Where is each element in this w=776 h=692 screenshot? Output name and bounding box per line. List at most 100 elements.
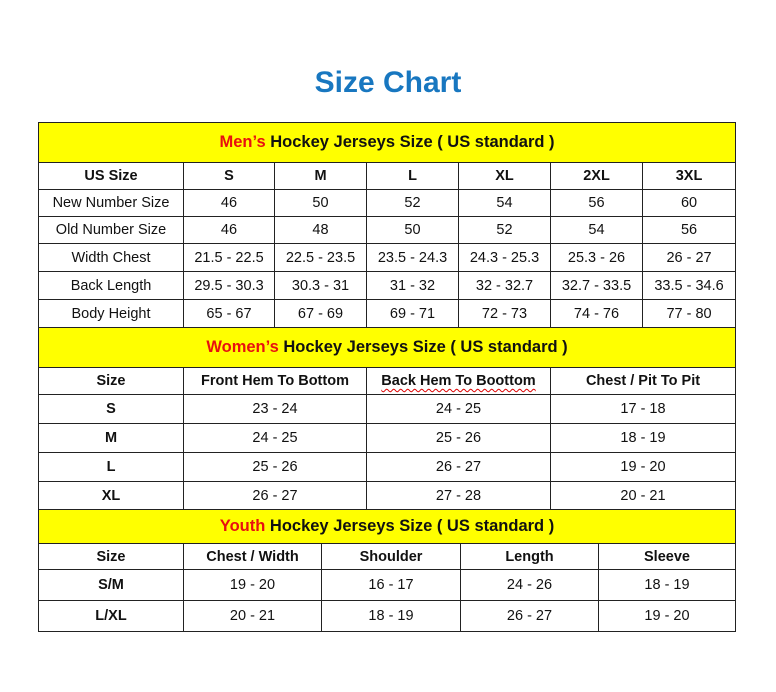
section-title: Women’s Hockey Jerseys Size ( US standar… — [37, 327, 737, 368]
table-cell: 56 — [641, 216, 737, 244]
header-row: US Size S M L XL 2XL 3XL — [38, 162, 737, 190]
section-audience: Women’s — [206, 338, 279, 356]
table-cell: 74 - 76 — [550, 299, 643, 328]
column-header: 3XL — [641, 162, 737, 190]
table-cell: 54 — [550, 216, 643, 244]
youth-size-table: Youth Hockey Jerseys Size ( US standard … — [37, 509, 737, 632]
table-cell: 27 - 28 — [366, 481, 551, 510]
table-cell: 21.5 - 22.5 — [183, 243, 275, 272]
womens-size-table: Women’s Hockey Jerseys Size ( US standar… — [37, 327, 737, 510]
table-cell: 46 — [183, 216, 275, 244]
column-header-text: US Size — [84, 168, 138, 184]
table-row: L 25 - 26 26 - 27 19 - 20 — [38, 452, 737, 482]
column-header: Shoulder — [321, 543, 461, 570]
mens-size-table: Men’s Hockey Jerseys Size ( US standard … — [37, 122, 737, 328]
table-cell: 26 - 27 — [366, 452, 551, 482]
column-header-text: S — [224, 168, 234, 184]
table-row: L/XL 20 - 21 18 - 19 26 - 27 19 - 20 — [38, 600, 737, 632]
section-title: Youth Hockey Jerseys Size ( US standard … — [37, 509, 737, 544]
row-label: M — [38, 423, 184, 453]
table-cell: 67 - 69 — [274, 299, 367, 328]
table-cell: 48 — [274, 216, 367, 244]
table-cell: 69 - 71 — [366, 299, 459, 328]
column-header: L — [366, 162, 459, 190]
table-row: New Number Size 46 50 52 54 56 60 — [38, 189, 737, 217]
column-header-text: Chest / Width — [206, 548, 299, 565]
column-header-text: Front Hem To Bottom — [201, 373, 349, 389]
section-title: Men’s Hockey Jerseys Size ( US standard … — [37, 122, 737, 163]
section-title-text: Hockey Jerseys Size ( US standard ) — [283, 338, 568, 356]
page-title: Size Chart — [314, 66, 462, 99]
table-cell: 25.3 - 26 — [550, 243, 643, 272]
column-header: US Size — [38, 162, 184, 190]
table-cell: 77 - 80 — [641, 299, 737, 328]
table-cell: 60 — [641, 189, 737, 217]
table-cell: 65 - 67 — [183, 299, 275, 328]
table-cell: 52 — [366, 189, 459, 217]
table-cell: 19 - 20 — [597, 600, 737, 632]
table-cell: 18 - 19 — [321, 600, 461, 632]
column-header-text: Size — [96, 373, 126, 389]
table-cell: 26 - 27 — [460, 600, 599, 632]
column-header: S — [183, 162, 275, 190]
table-row: Old Number Size 46 48 50 52 54 56 — [38, 216, 737, 244]
column-header-text: XL — [495, 168, 514, 184]
section-title-text: Hockey Jerseys Size ( US standard ) — [269, 517, 555, 535]
youth-banner: Youth Hockey Jerseys Size ( US standard … — [37, 509, 737, 544]
table-cell: 19 - 20 — [183, 569, 322, 601]
column-header: Sleeve — [597, 543, 737, 570]
table-row: Width Chest 21.5 - 22.5 22.5 - 23.5 23.5 - … — [38, 243, 737, 272]
table-cell: 52 — [458, 216, 551, 244]
table-cell: 20 - 21 — [549, 481, 737, 510]
column-header-text: Sleeve — [644, 548, 690, 565]
column-header: Size — [38, 367, 184, 395]
column-header: Chest / Pit To Pit — [549, 367, 737, 395]
table-cell: 24 - 26 — [460, 569, 599, 601]
row-label: Back Length — [38, 271, 184, 300]
table-cell: 29.5 - 30.3 — [183, 271, 275, 300]
column-header: Length — [460, 543, 599, 570]
column-header-text: Length — [505, 548, 554, 565]
table-cell: 25 - 26 — [366, 423, 551, 453]
table-cell: 18 - 19 — [597, 569, 737, 601]
table-cell: 16 - 17 — [321, 569, 461, 601]
row-label: S/M — [38, 569, 184, 601]
table-cell: 24 - 25 — [183, 423, 367, 453]
header-row: Size Chest / Width Shoulder Length Sleeve — [38, 543, 737, 570]
table-row: Body Height 65 - 67 67 - 69 69 - 71 72 - 73 7… — [38, 299, 737, 328]
table-row: Back Length 29.5 - 30.3 30.3 - 31 31 - 32 32… — [38, 271, 737, 300]
row-label: Old Number Size — [38, 216, 184, 244]
section-title-text: Hockey Jerseys Size ( US standard ) — [270, 133, 555, 151]
section-audience: Youth — [219, 517, 266, 535]
table-cell: 33.5 - 34.6 — [641, 271, 737, 300]
row-label: L/XL — [38, 600, 184, 632]
table-cell: 56 — [550, 189, 643, 217]
table-cell: 26 - 27 — [183, 481, 367, 510]
table-cell: 25 - 26 — [183, 452, 367, 482]
mens-banner: Men’s Hockey Jerseys Size ( US standard … — [37, 122, 737, 163]
column-header-text: 2XL — [583, 168, 610, 184]
table-cell: 50 — [274, 189, 367, 217]
column-header: Chest / Width — [183, 543, 322, 570]
table-cell: 46 — [183, 189, 275, 217]
row-label: New Number Size — [38, 189, 184, 217]
table-cell: 31 - 32 — [366, 271, 459, 300]
column-header-text: Size — [96, 548, 126, 565]
column-header-text: Shoulder — [359, 548, 423, 565]
column-header-text: 3XL — [675, 168, 703, 184]
row-label: S — [38, 394, 184, 424]
header-row: Size Front Hem To Bottom Back Hem To Boott… — [38, 367, 737, 395]
column-header: M — [274, 162, 367, 190]
table-cell: 20 - 21 — [183, 600, 322, 632]
row-label: L — [38, 452, 184, 482]
row-label: XL — [38, 481, 184, 510]
column-header-text: L — [408, 168, 417, 184]
table-cell: 24 - 25 — [366, 394, 551, 424]
table-cell: 17 - 18 — [549, 394, 737, 424]
column-header: 2XL — [550, 162, 643, 190]
column-header: Front Hem To Bottom — [183, 367, 367, 395]
table-cell: 24.3 - 25.3 — [458, 243, 551, 272]
table-row: S/M 19 - 20 16 - 17 24 - 26 18 - 19 — [38, 569, 737, 601]
table-cell: 54 — [458, 189, 551, 217]
table-cell: 18 - 19 — [549, 423, 737, 453]
